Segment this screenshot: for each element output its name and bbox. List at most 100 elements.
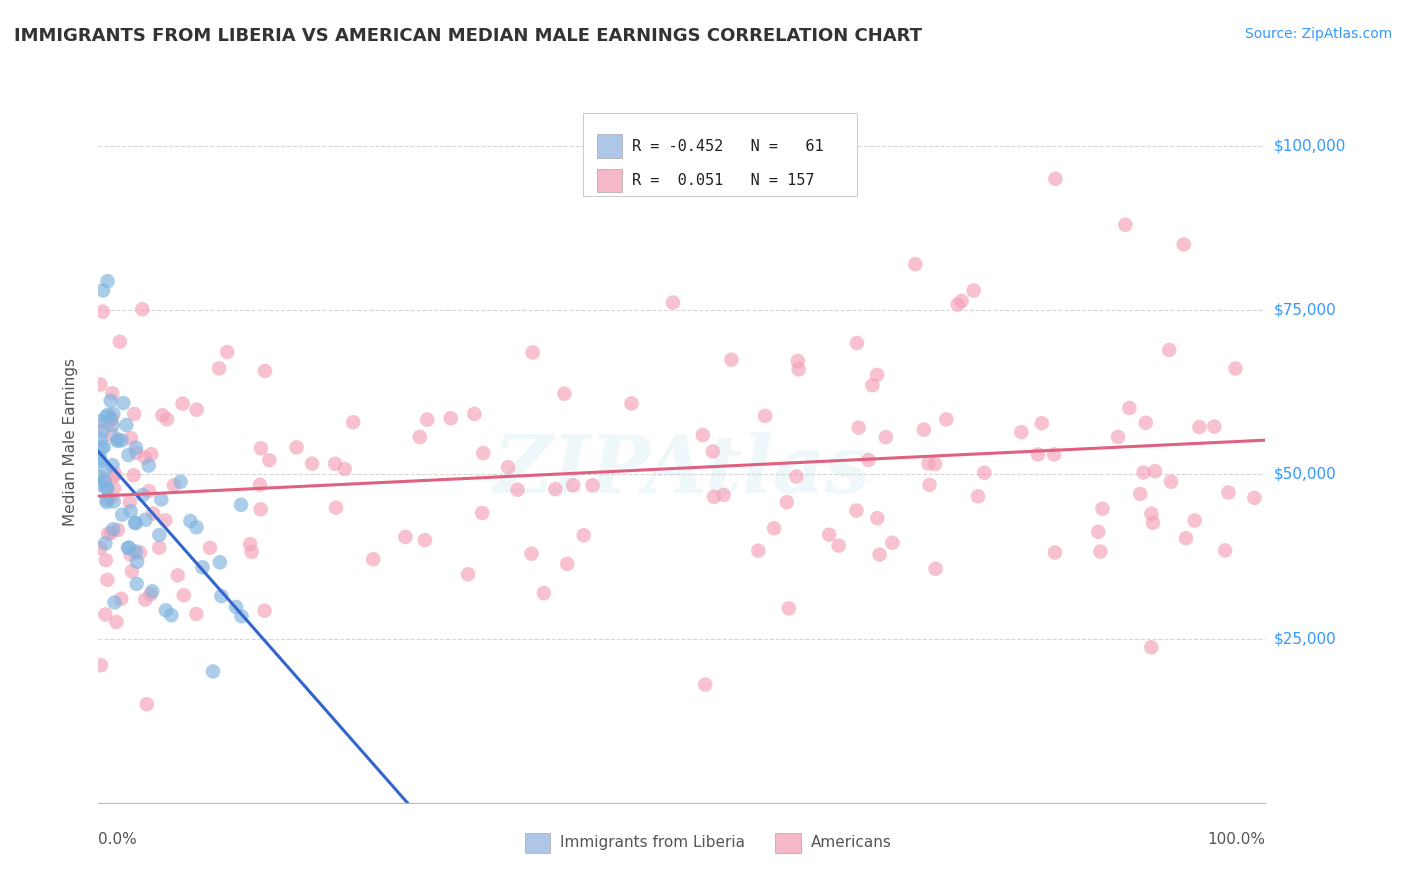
Point: [148, 528, 170, 542]
Point: [163, 478, 186, 492]
Point: [91, 304, 114, 318]
Point: [103, 494, 125, 508]
Text: R =  0.051   N = 157: R = 0.051 N = 157: [631, 173, 814, 188]
Point: [105, 432, 128, 446]
Point: [866, 368, 889, 382]
Text: R = -0.452   N =   61: R = -0.452 N = 61: [631, 138, 824, 153]
Point: [1142, 516, 1164, 530]
Point: [93, 475, 115, 489]
Point: [1091, 501, 1114, 516]
Point: [112, 396, 135, 410]
Point: [620, 396, 643, 410]
Point: [103, 469, 125, 483]
Point: [866, 511, 889, 525]
Point: [1225, 361, 1247, 376]
Text: 100.0%: 100.0%: [1208, 831, 1265, 847]
Point: [1129, 487, 1152, 501]
Point: [818, 527, 841, 541]
Point: [124, 516, 146, 530]
Point: [121, 564, 143, 578]
Point: [209, 589, 232, 603]
Point: [186, 607, 208, 621]
Point: [754, 409, 776, 423]
Point: [253, 604, 276, 618]
Point: [787, 362, 810, 376]
Point: [472, 446, 495, 460]
Point: [231, 609, 253, 624]
Point: [950, 293, 973, 308]
Point: [94, 536, 117, 550]
Point: [225, 599, 247, 614]
Point: [131, 302, 153, 317]
Point: [94, 462, 117, 476]
Point: [93, 474, 115, 488]
Point: [1213, 543, 1236, 558]
Point: [1184, 514, 1206, 528]
Point: [96, 481, 118, 495]
Point: [924, 562, 946, 576]
Point: [786, 354, 808, 368]
Point: [89, 453, 111, 467]
Point: [713, 488, 735, 502]
Point: [962, 284, 984, 298]
Point: [134, 592, 156, 607]
Point: [496, 460, 519, 475]
Point: [125, 446, 148, 460]
Point: [506, 483, 529, 497]
Point: [134, 513, 156, 527]
Point: [125, 544, 148, 558]
Point: [581, 478, 603, 492]
Point: [103, 522, 125, 536]
Point: [101, 427, 124, 442]
Point: [703, 490, 725, 504]
Point: [522, 345, 544, 359]
Point: [662, 295, 685, 310]
Text: $25,000: $25,000: [1274, 632, 1337, 646]
Point: [89, 477, 111, 491]
Point: [186, 520, 208, 534]
Point: [118, 495, 141, 509]
Point: [918, 478, 941, 492]
Point: [201, 665, 224, 679]
Point: [97, 408, 120, 422]
Point: [967, 490, 990, 504]
Point: [361, 552, 384, 566]
Point: [141, 584, 163, 599]
Point: [91, 441, 114, 455]
Point: [924, 457, 946, 471]
Point: [166, 568, 188, 582]
Point: [169, 475, 191, 489]
Point: [1087, 524, 1109, 539]
Point: [409, 430, 432, 444]
Point: [155, 603, 177, 617]
Point: [520, 547, 543, 561]
FancyBboxPatch shape: [582, 112, 856, 196]
Point: [1243, 491, 1265, 505]
Point: [1031, 416, 1053, 430]
Point: [139, 587, 162, 601]
Point: [1107, 430, 1129, 444]
Point: [249, 502, 271, 516]
Point: [1188, 420, 1211, 434]
Point: [253, 364, 276, 378]
Point: [1140, 507, 1163, 521]
Point: [90, 414, 112, 428]
Point: [103, 482, 125, 496]
Point: [572, 528, 595, 542]
Point: [533, 586, 555, 600]
Point: [875, 430, 897, 444]
Point: [89, 450, 111, 465]
Point: [555, 557, 578, 571]
Point: [827, 539, 849, 553]
Point: [912, 423, 935, 437]
Point: [416, 412, 439, 426]
Point: [156, 412, 179, 426]
Point: [96, 274, 118, 288]
Point: [150, 408, 173, 422]
Text: 0.0%: 0.0%: [98, 831, 138, 847]
Point: [394, 530, 416, 544]
Point: [845, 503, 868, 517]
Point: [1026, 447, 1049, 461]
Point: [1140, 640, 1163, 655]
Point: [1218, 485, 1240, 500]
